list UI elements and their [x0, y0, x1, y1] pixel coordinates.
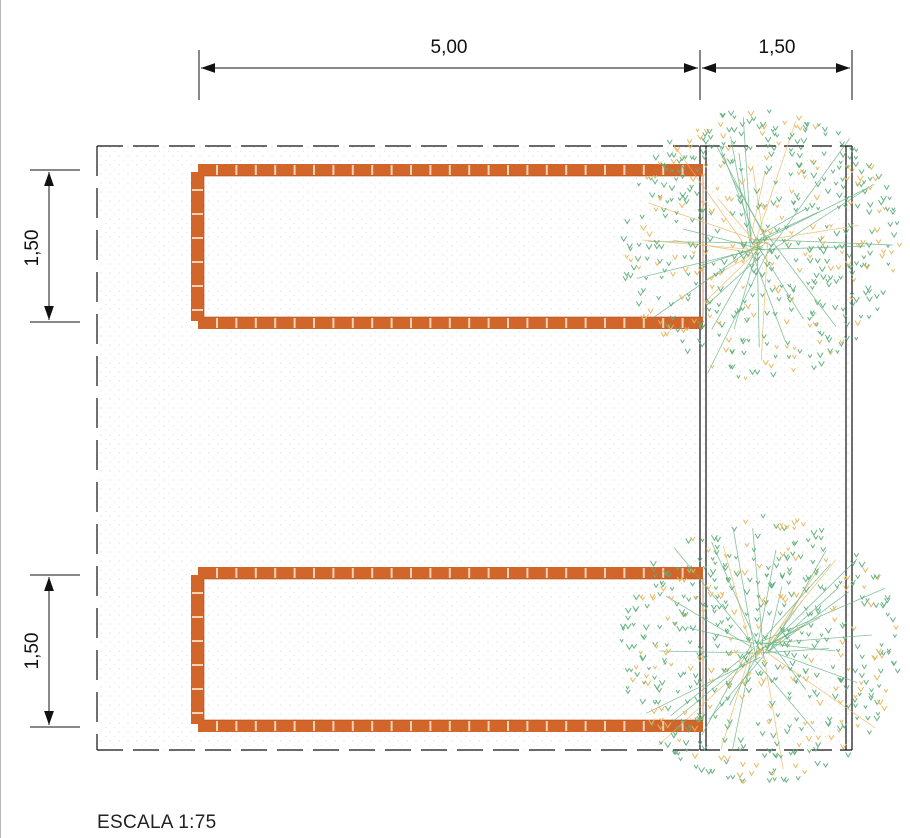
tree-upper: [620, 109, 903, 381]
dimension-left-upper: 1,50: [22, 169, 80, 323]
raised-bed-upper: [191, 164, 704, 329]
scale-label: ESCALA 1:75: [97, 812, 217, 833]
dimension-left-lower: 1,50: [22, 574, 80, 728]
dimension-label: 1,50: [22, 633, 43, 670]
raised-bed-lower: [191, 567, 704, 732]
dimension-label: 1,50: [22, 230, 43, 267]
trees: [619, 109, 903, 785]
dimension-top-side: 1,50: [702, 37, 853, 100]
raised-beds: [191, 164, 704, 732]
ground-area: [97, 146, 852, 750]
sheet-border: [0, 0, 1, 838]
tree-lower: [619, 514, 901, 785]
dimension-label: 5,00: [431, 37, 468, 58]
dimension-top-main: 5,00: [198, 37, 701, 100]
site-boundary: [96, 145, 852, 751]
dimension-label: 1,50: [759, 37, 796, 58]
